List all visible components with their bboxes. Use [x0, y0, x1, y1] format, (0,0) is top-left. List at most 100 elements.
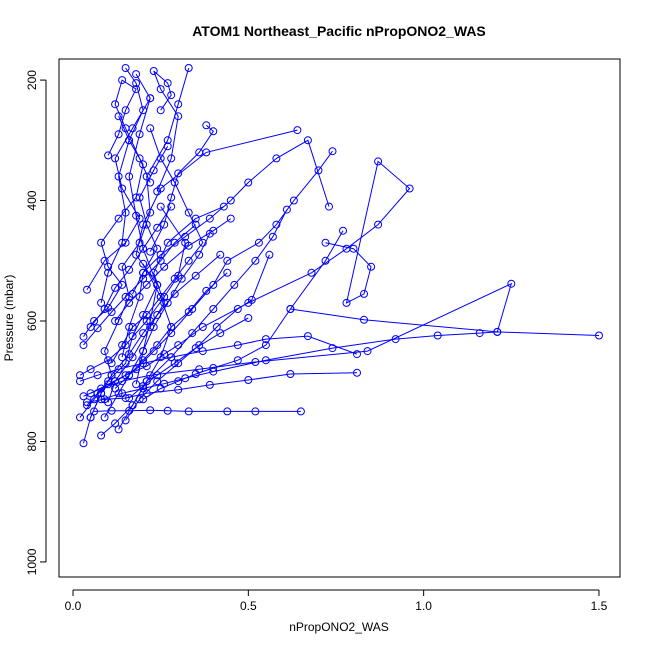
- data-point: [265, 250, 274, 259]
- data-point: [128, 353, 137, 362]
- y-tick-label: 800: [25, 431, 39, 451]
- data-point: [153, 223, 162, 232]
- data-point: [142, 311, 151, 319]
- data-point: [202, 121, 211, 130]
- data-point: [303, 136, 312, 145]
- data-point: [170, 238, 179, 247]
- data-point: [282, 205, 291, 214]
- series-line-11: [100, 263, 172, 436]
- data-point: [114, 214, 123, 223]
- data-point: [493, 327, 502, 336]
- data-point: [114, 425, 123, 434]
- data-point: [153, 280, 162, 289]
- data-point: [233, 341, 242, 350]
- data-point: [349, 244, 358, 253]
- data-point: [163, 79, 172, 88]
- data-point: [121, 416, 130, 425]
- data-point: [321, 238, 330, 247]
- data-point: [121, 208, 130, 217]
- data-point: [100, 305, 109, 313]
- series-line-28: [132, 139, 330, 295]
- data-point: [191, 271, 200, 280]
- data-point: [146, 247, 155, 256]
- data-point: [167, 91, 176, 100]
- data-point: [156, 384, 165, 393]
- series-line-24: [128, 317, 249, 399]
- data-point: [79, 341, 88, 350]
- data-point: [100, 413, 109, 422]
- data-point: [139, 244, 148, 253]
- data-point: [353, 350, 361, 359]
- data-point: [167, 154, 176, 163]
- series-line-9: [83, 116, 144, 337]
- data-point: [107, 308, 116, 316]
- data-point: [83, 398, 91, 407]
- data-point: [118, 280, 127, 289]
- series-line-5: [83, 282, 513, 397]
- data-point: [146, 124, 155, 133]
- data-point: [216, 329, 225, 338]
- series-line-30: [153, 70, 179, 192]
- data-point: [223, 407, 232, 416]
- data-point: [156, 202, 165, 211]
- data-point: [139, 106, 148, 115]
- data-point: [79, 392, 88, 401]
- data-point: [433, 331, 442, 340]
- data-point: [118, 76, 127, 85]
- data-point: [272, 154, 281, 163]
- data-point: [374, 157, 383, 166]
- series-line-26: [114, 218, 232, 322]
- data-point: [230, 280, 239, 289]
- data-point: [272, 220, 281, 229]
- data-point: [125, 371, 134, 380]
- data-point: [163, 136, 172, 145]
- data-point: [374, 220, 383, 229]
- data-point: [198, 347, 207, 356]
- data-point: [111, 154, 120, 163]
- series-line-12: [118, 209, 288, 430]
- data-point: [205, 380, 214, 389]
- data-point: [405, 184, 414, 193]
- data-point: [167, 329, 176, 338]
- data-point: [595, 331, 603, 340]
- data-point: [142, 220, 151, 229]
- data-point: [195, 148, 204, 157]
- data-point: [353, 368, 361, 377]
- data-point: [79, 439, 88, 448]
- data-point: [83, 285, 91, 294]
- data-point: [223, 268, 232, 277]
- data-point: [360, 315, 368, 324]
- data-point: [325, 202, 333, 211]
- data-point: [261, 341, 270, 350]
- data-point: [507, 279, 516, 288]
- data-point: [121, 124, 130, 133]
- data-point: [76, 371, 84, 380]
- data-point: [244, 178, 253, 187]
- data-point: [191, 214, 200, 223]
- data-point: [139, 356, 148, 365]
- data-point: [289, 196, 298, 205]
- data-point: [163, 142, 172, 151]
- data-point: [209, 226, 218, 235]
- data-point: [296, 407, 305, 416]
- data-point: [226, 214, 235, 223]
- data-point: [160, 262, 169, 271]
- data-point: [198, 238, 207, 247]
- chart-title: ATOM1 Northeast_Pacific nPropONO2_WAS: [192, 23, 486, 39]
- data-point: [174, 112, 183, 121]
- series-line-4: [100, 331, 600, 400]
- data-point: [114, 130, 123, 139]
- data-point: [111, 317, 120, 325]
- x-tick-label: 0.5: [240, 599, 257, 613]
- data-point: [135, 130, 144, 139]
- data-point: [132, 79, 141, 88]
- data-point: [97, 431, 106, 440]
- data-point: [76, 413, 84, 422]
- data-point: [156, 154, 165, 163]
- data-point: [174, 377, 183, 386]
- data-point: [114, 365, 123, 374]
- data-point: [202, 286, 211, 295]
- data-point: [125, 265, 134, 274]
- data-point: [139, 395, 148, 404]
